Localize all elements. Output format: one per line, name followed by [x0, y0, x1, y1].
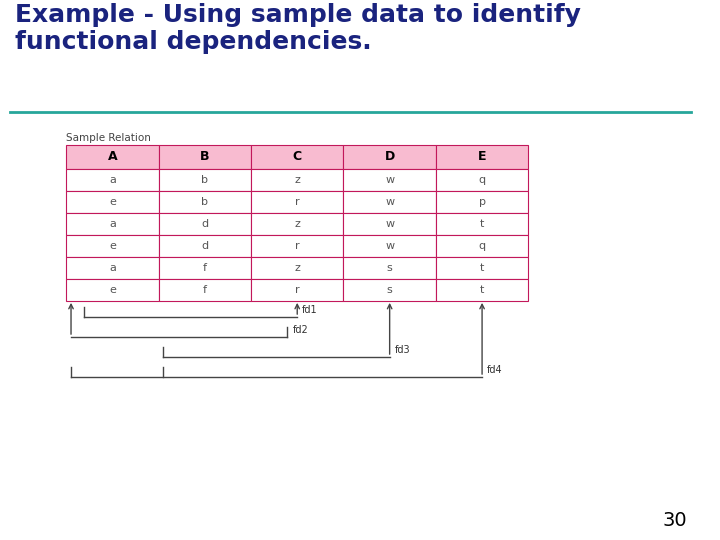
Text: E: E: [478, 151, 486, 164]
Bar: [158, 257, 251, 279]
Text: functional dependencies.: functional dependencies.: [14, 30, 372, 54]
Bar: [251, 279, 343, 301]
Text: r: r: [295, 241, 300, 251]
Text: e: e: [109, 197, 116, 207]
Bar: [436, 191, 528, 213]
Text: a: a: [109, 263, 116, 273]
Bar: [436, 169, 528, 191]
Bar: [251, 169, 343, 191]
Text: a: a: [109, 175, 116, 185]
Text: A: A: [107, 151, 117, 164]
Text: t: t: [480, 263, 485, 273]
Bar: [66, 169, 158, 191]
Bar: [66, 145, 158, 169]
Bar: [66, 213, 158, 235]
Text: a: a: [109, 219, 116, 229]
Bar: [251, 257, 343, 279]
Text: e: e: [109, 241, 116, 251]
Text: q: q: [479, 241, 486, 251]
Bar: [251, 235, 343, 257]
Text: w: w: [385, 175, 395, 185]
Bar: [66, 279, 158, 301]
Text: w: w: [385, 241, 395, 251]
Text: d: d: [201, 241, 208, 251]
Text: b: b: [202, 197, 208, 207]
Text: B: B: [200, 151, 210, 164]
Text: Example - Using sample data to identify: Example - Using sample data to identify: [14, 3, 580, 27]
Bar: [436, 235, 528, 257]
Text: d: d: [201, 219, 208, 229]
Text: fd1: fd1: [302, 305, 318, 315]
Bar: [436, 213, 528, 235]
Bar: [436, 257, 528, 279]
Bar: [343, 257, 436, 279]
Bar: [343, 191, 436, 213]
Text: fd2: fd2: [292, 325, 308, 335]
Text: w: w: [385, 197, 395, 207]
Text: p: p: [479, 197, 485, 207]
Bar: [66, 191, 158, 213]
Bar: [343, 235, 436, 257]
Text: t: t: [480, 219, 485, 229]
Text: z: z: [294, 175, 300, 185]
Bar: [343, 145, 436, 169]
Text: b: b: [202, 175, 208, 185]
Bar: [158, 213, 251, 235]
Bar: [343, 213, 436, 235]
Text: f: f: [203, 285, 207, 295]
Text: z: z: [294, 263, 300, 273]
Text: D: D: [384, 151, 395, 164]
Text: t: t: [480, 285, 485, 295]
Bar: [251, 145, 343, 169]
Text: r: r: [295, 285, 300, 295]
Bar: [66, 235, 158, 257]
Text: e: e: [109, 285, 116, 295]
Bar: [251, 213, 343, 235]
Bar: [436, 145, 528, 169]
Bar: [66, 257, 158, 279]
Bar: [343, 279, 436, 301]
Text: z: z: [294, 219, 300, 229]
Text: Sample Relation: Sample Relation: [66, 133, 151, 143]
Text: fd3: fd3: [395, 345, 410, 355]
Text: 30: 30: [662, 511, 687, 530]
Bar: [158, 169, 251, 191]
Text: w: w: [385, 219, 395, 229]
Text: q: q: [479, 175, 486, 185]
Bar: [343, 169, 436, 191]
Bar: [158, 279, 251, 301]
Bar: [158, 235, 251, 257]
Bar: [158, 191, 251, 213]
Bar: [436, 279, 528, 301]
Bar: [251, 191, 343, 213]
Text: C: C: [292, 151, 302, 164]
Text: s: s: [387, 285, 392, 295]
Bar: [158, 145, 251, 169]
Text: s: s: [387, 263, 392, 273]
Text: r: r: [295, 197, 300, 207]
Text: fd4: fd4: [487, 365, 503, 375]
Text: f: f: [203, 263, 207, 273]
